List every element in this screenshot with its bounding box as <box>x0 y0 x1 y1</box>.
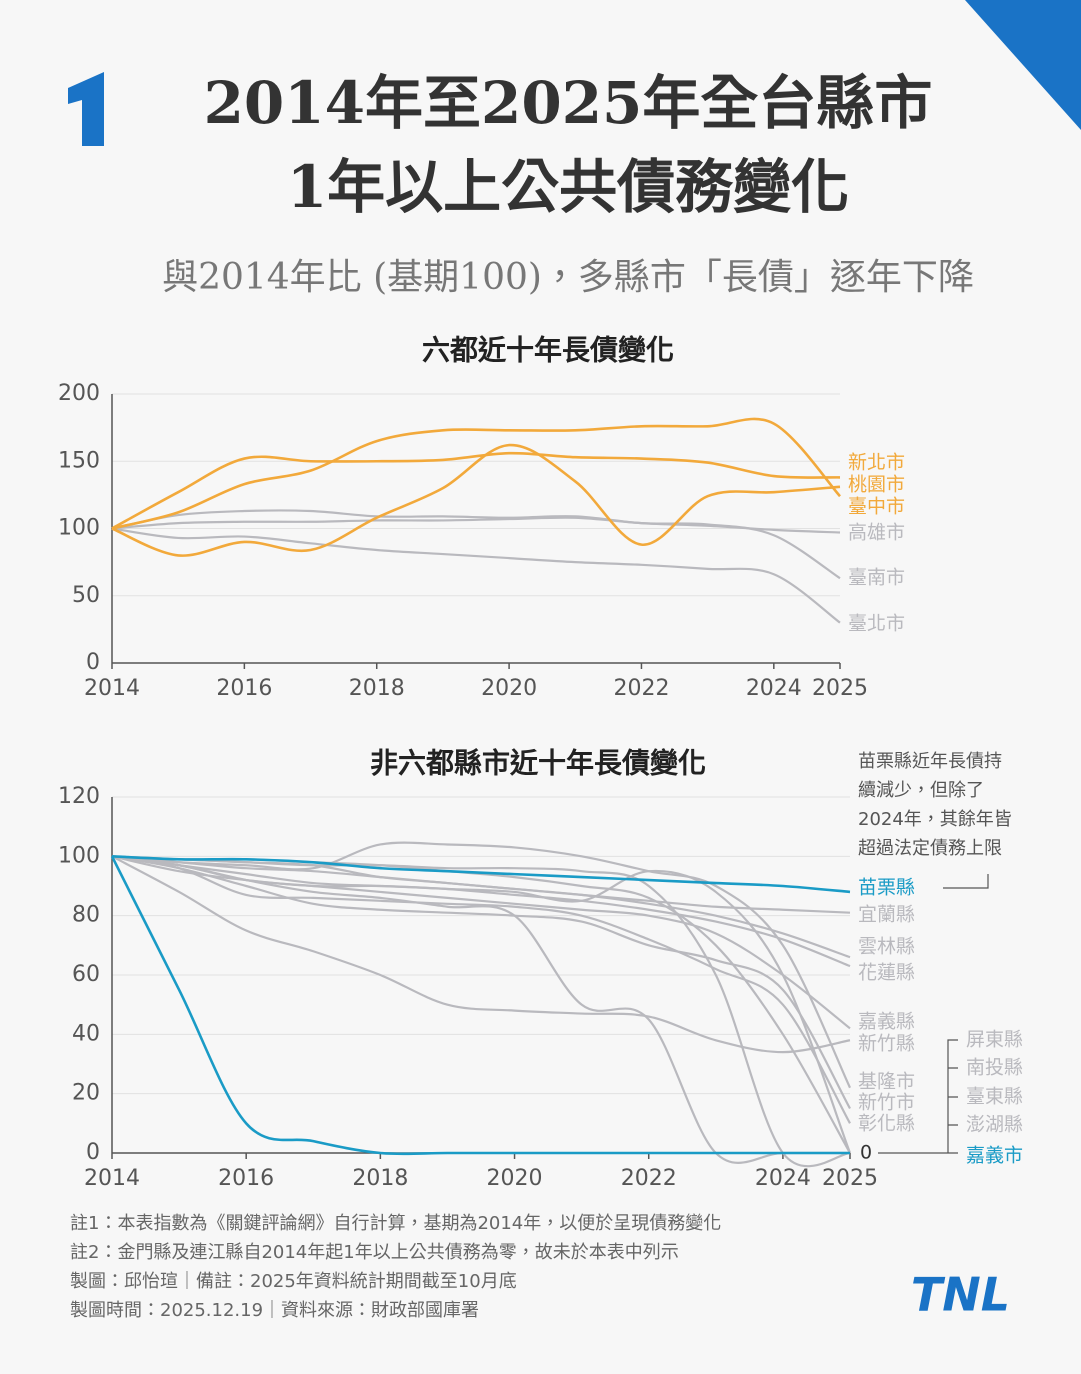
series-label: 高雄市 <box>848 522 905 544</box>
subtitle: 與2014年比 (基期100)，多縣市「長債」逐年下降 <box>162 257 974 298</box>
series-label: 嘉義市 <box>966 1145 1023 1167</box>
series-label: 基隆市 <box>858 1071 915 1093</box>
x-tick-label: 2014 <box>84 676 140 701</box>
y-tick-label: 80 <box>72 903 100 928</box>
note: 註1：本表指數為《關鍵評論網》自行計算，基期為2014年，以便於呈現債務變化 <box>70 1213 721 1234</box>
y-tick-label: 0 <box>86 650 100 675</box>
y-tick-label: 100 <box>58 516 100 541</box>
corner-decoration <box>965 0 1081 130</box>
y-tick-label: 150 <box>58 448 100 473</box>
series-label: 新竹縣 <box>858 1033 915 1055</box>
series-line <box>111 855 851 1030</box>
number-decoration <box>68 72 104 146</box>
annotation: 苗栗縣近年長債持 <box>858 751 1002 772</box>
series-line <box>111 855 852 1154</box>
series-line <box>111 855 851 968</box>
annotation: 2024年，其餘年皆 <box>858 809 1012 830</box>
x-tick-label: 2016 <box>218 1166 274 1191</box>
annotation: 超過法定債務上限 <box>858 838 1002 859</box>
x-tick-label: 2018 <box>352 1166 408 1191</box>
series-label: 嘉義縣 <box>858 1011 915 1033</box>
title-line: 1年以上公共債務變化 <box>287 153 849 221</box>
y-tick-label: 60 <box>72 962 100 987</box>
series-line <box>110 855 850 1156</box>
series-label: 臺南市 <box>848 567 905 589</box>
zero-group-bracket <box>878 1039 958 1154</box>
y-tick-label: 0 <box>86 1140 100 1165</box>
title-line: 2014年至2025年全台縣市 <box>204 69 933 137</box>
series-label: 新北市 <box>848 452 905 474</box>
y-tick-label: 120 <box>58 784 100 809</box>
series-line <box>111 855 851 959</box>
x-tick-label: 2022 <box>613 676 669 701</box>
series-line <box>111 443 841 557</box>
series-line <box>111 516 841 534</box>
series-label: 彰化縣 <box>858 1113 915 1135</box>
x-tick-label: 2016 <box>216 676 272 701</box>
series-label: 桃園市 <box>848 474 905 496</box>
series-label: 花蓮縣 <box>858 962 915 984</box>
series-label: 新竹市 <box>858 1092 915 1114</box>
series-label: 臺中市 <box>848 496 905 518</box>
series-label: 屏東縣 <box>966 1029 1023 1051</box>
series-label: 澎湖縣 <box>966 1114 1023 1136</box>
y-tick-label: 40 <box>72 1021 100 1046</box>
series-label: 苗栗縣 <box>858 877 915 899</box>
series-line <box>111 855 851 1110</box>
annotation-connector <box>943 874 989 889</box>
series-label: 臺東縣 <box>966 1086 1023 1108</box>
x-tick-label: 2022 <box>621 1166 677 1191</box>
series-line <box>111 509 841 580</box>
note: 製圖時間：2025.12.19｜資料來源：財政部國庫署 <box>70 1300 479 1321</box>
series-line <box>111 855 851 894</box>
y-tick-label: 50 <box>72 583 100 608</box>
zero-group-label: 0 <box>860 1142 872 1164</box>
x-tick-label: 2025 <box>822 1166 878 1191</box>
y-tick-label: 20 <box>72 1081 100 1106</box>
series-label: 南投縣 <box>966 1057 1023 1079</box>
y-tick-label: 200 <box>58 381 100 406</box>
series-line <box>111 855 851 1054</box>
logo: TNL <box>911 1268 1010 1322</box>
note: 註2：金門縣及連江縣自2014年起1年以上公共債務為零，故未於本表中列示 <box>70 1242 679 1263</box>
x-tick-label: 2020 <box>487 1166 543 1191</box>
note: 製圖：邱怡瑄｜備註：2025年資料統計期間截至10月底 <box>70 1271 517 1292</box>
x-tick-label: 2020 <box>481 676 537 701</box>
series-label: 臺北市 <box>848 613 905 635</box>
annotation: 續減少，但除了 <box>858 780 984 801</box>
series-label: 雲林縣 <box>858 936 915 958</box>
chart-title: 非六都縣市近十年長債變化 <box>370 747 706 780</box>
y-tick-label: 100 <box>58 843 100 868</box>
series-label: 宜蘭縣 <box>858 904 915 926</box>
x-tick-label: 2014 <box>84 1166 140 1191</box>
series-line <box>111 417 841 530</box>
x-tick-label: 2024 <box>746 676 802 701</box>
series-line <box>111 841 851 1089</box>
x-tick-label: 2024 <box>755 1166 811 1191</box>
series-line <box>111 527 841 624</box>
series-line <box>111 855 851 1168</box>
x-tick-label: 2025 <box>812 676 868 701</box>
chart-title: 六都近十年長債變化 <box>422 334 674 367</box>
series-line <box>111 451 841 530</box>
x-tick-label: 2018 <box>349 676 405 701</box>
